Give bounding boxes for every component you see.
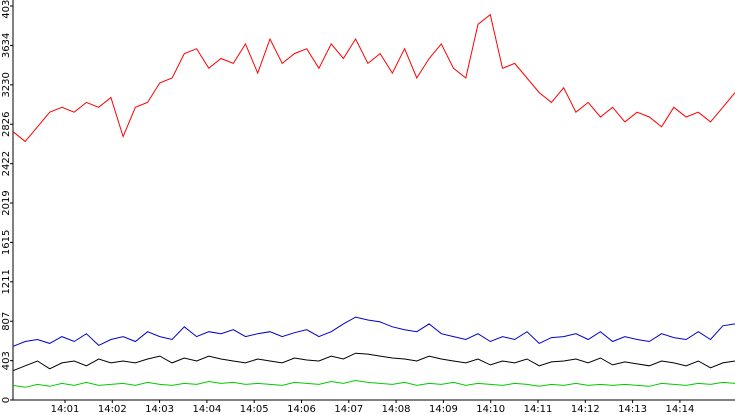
x-tick-label: 14:05 [240, 404, 269, 415]
y-tick-label: 2019 [1, 190, 12, 215]
x-tick-label: 14:10 [476, 404, 505, 415]
y-tick-label: 3634 [1, 33, 12, 58]
x-tick-label: 14:07 [334, 404, 363, 415]
x-tick-label: 14:09 [429, 404, 458, 415]
x-tick-label: 14:13 [618, 404, 647, 415]
x-tick-label: 14:08 [382, 404, 411, 415]
y-tick-label: 807 [1, 312, 12, 331]
y-tick-label: 2826 [1, 112, 12, 137]
y-tick-label: 2422 [1, 151, 12, 176]
x-tick-label: 14:11 [524, 404, 553, 415]
series-line [12, 13, 735, 143]
x-tick-label: 14:14 [665, 404, 694, 415]
y-tick-label: 1211 [1, 269, 12, 294]
x-tick-label: 14:04 [192, 404, 221, 415]
x-tick-label: 14:06 [287, 404, 316, 415]
y-tick-label: 3230 [1, 72, 12, 97]
x-tick-label: 14:12 [571, 404, 600, 415]
x-tick-label: 14:02 [98, 404, 127, 415]
y-tick-label: 1615 [1, 230, 12, 255]
series-line [12, 379, 735, 388]
series-line [12, 352, 735, 372]
x-tick-label: 14:01 [51, 404, 80, 415]
y-tick-label: 4038 [1, 0, 12, 19]
y-tick-label: 0 [1, 397, 12, 403]
y-tick-label: 403 [1, 351, 12, 370]
x-tick-label: 14:03 [145, 404, 174, 415]
series-line [12, 316, 735, 347]
